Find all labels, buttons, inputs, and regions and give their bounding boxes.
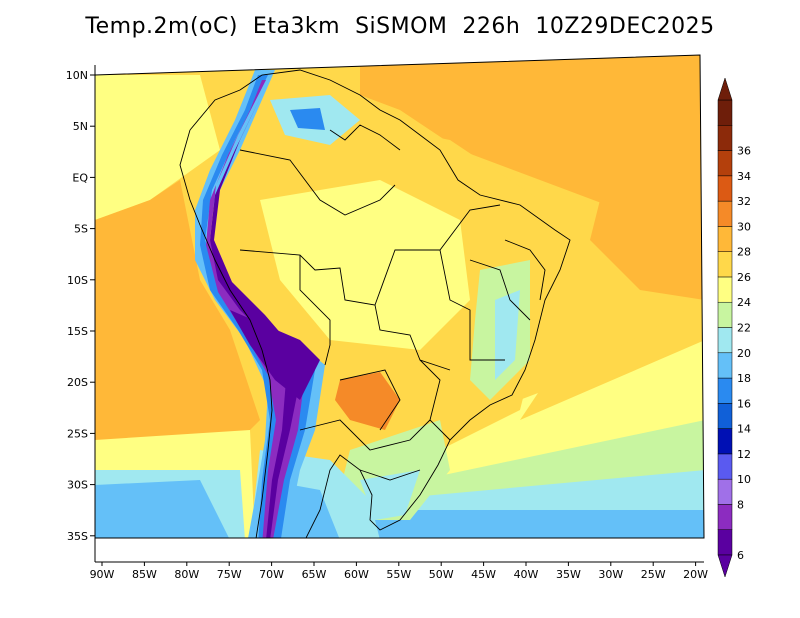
colorbar-swatch [717,529,733,556]
colorbar-label: 28 [737,246,751,259]
lon-label: 35W [556,568,581,581]
lat-label: 5S [74,223,88,236]
lon-label: 85W [132,568,157,581]
lon-label: 65W [302,568,327,581]
colorbar-label: 20 [737,347,751,360]
lon-label: 90W [90,568,115,581]
colorbar-swatch [717,352,733,379]
colorbar-swatch [717,150,733,177]
colorbar-min-arrow [717,554,733,578]
lat-label: 15S [67,325,88,338]
colorbar-label: 10 [737,473,751,486]
lat-label: EQ [72,171,88,184]
lat-label: 35S [67,530,88,543]
lat-label: 10N [66,69,88,82]
colorbar-swatch [717,251,733,278]
lat-label: 25S [67,427,88,440]
lon-label: 25W [641,568,666,581]
colorbar-label: 14 [737,423,751,436]
lon-label: 75W [217,568,242,581]
lon-label: 50W [429,568,454,581]
colorbar-label: 26 [737,271,751,284]
lon-label: 40W [514,568,539,581]
lon-label: 80W [174,568,199,581]
lon-label: 30W [598,568,623,581]
colorbar-label: 22 [737,322,751,335]
colorbar-swatch [717,125,733,151]
lon-label: 20W [683,568,708,581]
map-title: Temp.2m(oC) Eta3km SiSMOM 226h 10Z29DEC2… [85,14,715,39]
lon-label: 45W [471,568,496,581]
lon-label: 70W [259,568,284,581]
colorbar-max-arrow [717,77,733,101]
colorbar-label: 36 [737,145,751,158]
lat-label: 30S [67,479,88,492]
colorbar-swatch [717,276,733,303]
temperature-field [95,55,704,538]
lon-label: 55W [386,568,411,581]
colorbar-swatch [717,504,733,530]
colorbar-swatch [717,377,733,404]
colorbar-swatch [717,403,733,429]
colorbar-label: 12 [737,448,751,461]
colorbar-swatch [717,478,733,505]
longitude-labels: 90W 85W 80W 75W 70W 65W 60W 55W 50W 45W 40W 35W 30W 2… [90,562,708,581]
colorbar-label: 16 [737,397,751,410]
country-borders [179,69,571,538]
colorbar-label: 30 [737,220,751,233]
colorbar-label: 34 [737,170,751,183]
colorbar-label: 32 [737,195,751,208]
colorbar-swatch [717,327,733,354]
lon-label: 60W [344,568,369,581]
colorbar-swatch [717,226,733,252]
lat-label: 10S [67,274,88,287]
colorbar-swatch [717,453,733,480]
lat-label: 5N [73,120,88,133]
colorbar-swatch [717,301,733,328]
colorbar-swatch [717,428,733,455]
latitude-labels: 10N 5N EQ 5S 10S 15S 20S 25S 30S 35S [66,69,95,543]
colorbar-swatch [717,175,733,202]
colorbar: 6 8 10 12 14 16 18 20 22 24 26 28 30 32 34 36 [717,77,751,578]
colorbar-swatch [717,200,733,227]
lat-label: 20S [67,376,88,389]
colorbar-label: 18 [737,372,751,385]
colorbar-swatch [717,99,733,126]
colorbar-label: 24 [737,296,751,309]
colorbar-label: 8 [737,498,744,511]
colorbar-label: 6 [737,549,744,562]
